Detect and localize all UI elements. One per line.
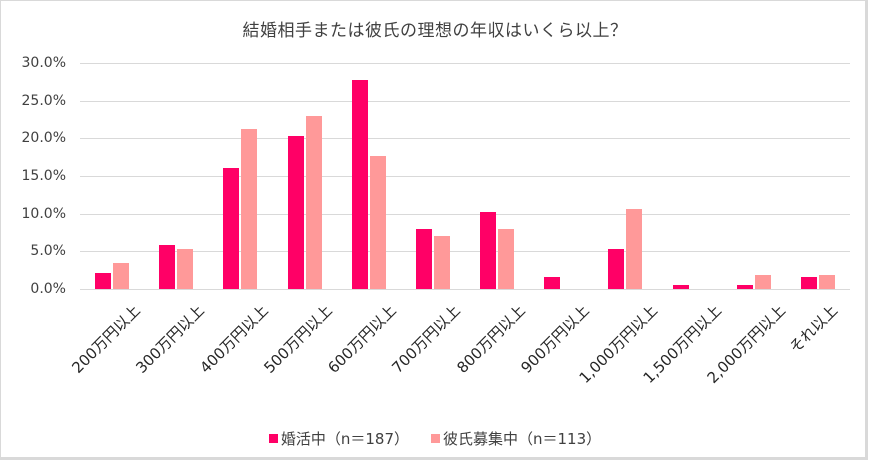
bar-konkatsu — [736, 285, 753, 289]
y-tick-label: 0.0% — [30, 281, 66, 297]
bar-boshu — [433, 235, 450, 289]
chart-title: 結婚相手または彼氏の理想の年収はいくら以上？ — [242, 21, 628, 41]
gridline — [80, 251, 850, 253]
bar-konkatsu — [159, 244, 176, 289]
bar-konkatsu — [95, 273, 112, 289]
y-tick-label: 20.0% — [21, 130, 66, 147]
legend: 婚活中（n＝187） 彼氏募集中（n＝113） — [0, 428, 870, 449]
y-tick-label: 5.0% — [30, 243, 66, 260]
plot-area — [80, 63, 850, 290]
bar-boshu — [177, 249, 194, 289]
legend-label: 婚活中（n＝187） — [280, 430, 409, 448]
bar-boshu — [818, 275, 835, 289]
gridline — [80, 213, 850, 215]
legend-label: 彼氏募集中（n＝113） — [443, 430, 602, 448]
bar-konkatsu — [608, 249, 625, 289]
y-tick-label: 25.0% — [21, 92, 66, 109]
bar-konkatsu — [287, 136, 304, 289]
bar-konkatsu — [800, 276, 817, 289]
legend-swatch-icon — [268, 434, 278, 443]
bar-konkatsu — [351, 79, 368, 289]
bar-boshu — [369, 155, 386, 289]
bar-konkatsu — [223, 168, 240, 289]
bar-konkatsu — [415, 228, 432, 289]
legend-item-konkatsu: 婚活中（n＝187） — [268, 428, 409, 449]
bar-konkatsu — [672, 285, 689, 289]
bar-boshu — [241, 129, 258, 289]
gridline — [80, 100, 850, 102]
gridline — [80, 138, 850, 140]
legend-item-boshu: 彼氏募集中（n＝113） — [431, 428, 601, 449]
bar-boshu — [113, 262, 130, 289]
bar-konkatsu — [544, 276, 561, 289]
legend-swatch-icon — [431, 434, 440, 443]
gridline — [80, 289, 850, 290]
gridline — [80, 176, 850, 177]
bar-boshu — [754, 275, 771, 289]
y-tick-label: 10.0% — [21, 205, 66, 222]
gridline — [80, 63, 850, 64]
y-tick-label: 15.0% — [21, 168, 66, 184]
bar-boshu — [498, 228, 515, 289]
y-tick-label: 30.0% — [21, 55, 66, 71]
bar-konkatsu — [480, 212, 497, 289]
bar-boshu — [626, 209, 643, 289]
bar-boshu — [305, 115, 322, 289]
